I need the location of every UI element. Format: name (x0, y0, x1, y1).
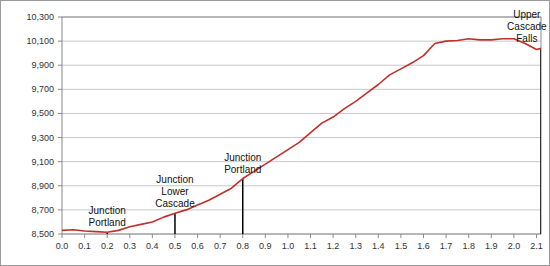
x-tick-label: 0.7 (214, 241, 227, 251)
x-tick (129, 234, 130, 238)
x-tick-label: 0.5 (169, 241, 182, 251)
x-tick (355, 234, 356, 238)
x-tick (378, 234, 379, 238)
x-tick-label: 1.9 (485, 241, 498, 251)
x-tick-label: 1.8 (462, 241, 475, 251)
grid-line (62, 209, 541, 210)
annotation-label-line: Portland (89, 217, 126, 228)
x-tick-label: 0.2 (101, 241, 114, 251)
plot-frame (62, 17, 541, 234)
x-tick-label: 2.0 (508, 241, 521, 251)
y-tick-label: 8,700 (31, 205, 54, 215)
y-tick-label: 9,300 (31, 133, 54, 143)
x-tick (400, 234, 401, 238)
annotation-label-line: Junction (89, 205, 126, 216)
y-tick (58, 113, 62, 114)
annotation-label-line: Lower (161, 186, 189, 197)
annotation-line (174, 213, 176, 234)
annotation-label: JunctionPortland (89, 205, 126, 228)
x-tick (220, 234, 221, 238)
grid-line (62, 65, 541, 66)
x-tick (536, 234, 537, 238)
y-tick-label: 9,100 (31, 157, 54, 167)
x-tick (310, 234, 311, 238)
x-tick-label: 0.8 (236, 241, 249, 251)
grid-line (62, 113, 541, 114)
x-tick (333, 234, 334, 238)
annotation-label-line: Cascade (155, 198, 195, 209)
grid-line (62, 185, 541, 186)
x-tick-label: 0.4 (146, 241, 159, 251)
x-tick (197, 234, 198, 238)
x-tick-label: 1.3 (349, 241, 362, 251)
x-tick (423, 234, 424, 238)
x-tick-label: 0.0 (56, 241, 69, 251)
x-tick-label: 0.1 (78, 241, 91, 251)
x-tick (152, 234, 153, 238)
y-tick (58, 17, 62, 18)
plot-area (62, 39, 541, 234)
annotation-line (242, 179, 244, 234)
x-tick-label: 1.2 (327, 241, 340, 251)
annotation-label: JunctionLowerCascade (155, 174, 195, 209)
annotation-label-line: Falls (516, 33, 537, 44)
x-tick-label: 0.9 (259, 241, 272, 251)
grid-line (62, 89, 541, 90)
y-tick (58, 161, 62, 162)
x-tick-label: 0.6 (191, 241, 204, 251)
x-tick (513, 234, 514, 238)
y-tick (58, 89, 62, 90)
grid-line (62, 41, 541, 42)
x-tick (242, 234, 243, 238)
x-tick (468, 234, 469, 238)
y-tick-label: 9,500 (31, 108, 54, 118)
y-tick-label: 8,900 (31, 181, 54, 191)
annotation-label: UpperCascadeFalls (507, 9, 547, 44)
x-tick (107, 234, 108, 238)
grid-line (62, 161, 541, 162)
y-tick (58, 234, 62, 235)
x-tick-label: 1.7 (440, 241, 453, 251)
x-tick (446, 234, 447, 238)
y-tick-label: 10,300 (26, 12, 54, 22)
grid-line (62, 137, 541, 138)
x-tick (84, 234, 85, 238)
x-tick (174, 234, 175, 238)
y-tick-label: 9,900 (31, 60, 54, 70)
x-tick (62, 234, 63, 238)
border (1, 1, 550, 266)
x-tick-label: 0.3 (124, 241, 137, 251)
y-tick (58, 137, 62, 138)
x-tick-label: 1.0 (282, 241, 295, 251)
x-tick-label: 1.5 (395, 241, 408, 251)
annotation-label-line: Junction (156, 174, 193, 185)
x-tick-label: 1.6 (417, 241, 430, 251)
x-tick-label: 2.1 (530, 241, 543, 251)
annotation-label-line: Upper (513, 9, 541, 20)
elevation-line (62, 39, 541, 232)
x-tick (287, 234, 288, 238)
y-tick (58, 209, 62, 210)
annotation-label-line: Portland (224, 164, 261, 175)
y-tick-label: 9,700 (31, 84, 54, 94)
y-tick-label: 8,500 (31, 229, 54, 239)
x-tick (491, 234, 492, 238)
x-tick-label: 1.4 (372, 241, 385, 251)
y-tick-label: 10,100 (26, 36, 54, 46)
y-tick (58, 65, 62, 66)
annotation-label-line: Cascade (507, 21, 547, 32)
x-tick-label: 1.1 (304, 241, 317, 251)
annotation-label-line: Junction (224, 152, 261, 163)
chart: 8,500 8,700 8,900 9,100 9,300 9,500 9,700 9,900… (0, 0, 550, 266)
y-tick (58, 41, 62, 42)
y-tick (58, 185, 62, 186)
x-tick (265, 234, 266, 238)
annotation-label: JunctionPortland (224, 152, 261, 175)
annotation-line (540, 48, 541, 234)
